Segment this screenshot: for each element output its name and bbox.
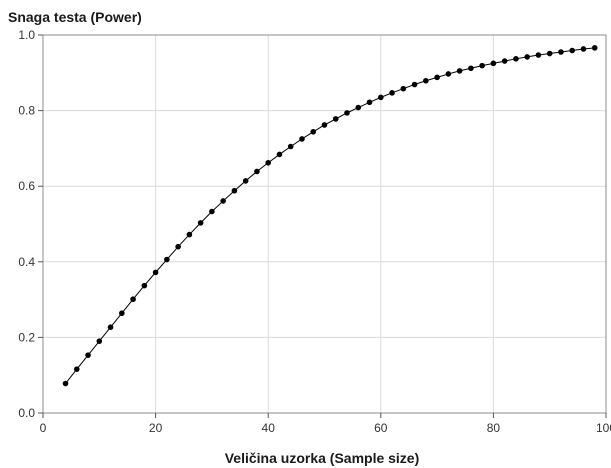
data-point [85, 352, 91, 358]
data-point [389, 90, 395, 96]
data-point [197, 220, 204, 226]
data-point [468, 65, 474, 72]
x-tick-label: 40 [262, 421, 276, 435]
data-point [580, 46, 587, 52]
data-point [423, 77, 429, 84]
data-point [490, 60, 497, 67]
data-point [141, 282, 148, 289]
data-point [254, 168, 260, 175]
data-point [130, 296, 136, 303]
data-point [569, 47, 576, 54]
y-tick-label: 0.2 [18, 330, 35, 344]
y-tick-label: 1.0 [18, 28, 35, 42]
data-point [411, 81, 418, 88]
plot-frame [42, 34, 607, 414]
x-tick-label: 80 [487, 421, 501, 435]
data-point [546, 50, 553, 57]
grid-lines [43, 35, 606, 413]
y-tick-label: 0.0 [18, 406, 35, 420]
data-point [434, 74, 440, 81]
data-point [287, 143, 294, 150]
series-power-curve [62, 45, 598, 387]
data-point [524, 54, 530, 60]
x-tick-label: 20 [149, 421, 163, 435]
data-point [535, 52, 542, 58]
data-point [400, 85, 407, 92]
data-point [456, 68, 463, 74]
data-point [164, 256, 170, 263]
data-point [321, 122, 328, 128]
data-point [501, 58, 508, 64]
y-tick-label: 0.4 [18, 255, 35, 269]
data-point [265, 159, 272, 166]
data-point [355, 104, 362, 111]
data-point [119, 310, 125, 317]
y-tick-label: 0.8 [18, 104, 35, 118]
data-point [558, 49, 564, 55]
data-point [209, 208, 215, 215]
y-axis-title: Snaga testa (Power) [8, 9, 142, 25]
data-point [220, 198, 226, 204]
y-tick-label: 0.6 [18, 179, 35, 193]
data-point [175, 243, 181, 250]
data-point [344, 110, 350, 116]
x-axis-title: Veličina uzorka (Sample size) [225, 450, 420, 466]
data-point [186, 231, 193, 238]
data-point [332, 116, 339, 122]
data-point [242, 178, 249, 184]
data-point [299, 136, 305, 142]
data-point [366, 99, 373, 106]
x-tick-label: 0 [40, 421, 47, 435]
data-point [152, 269, 159, 276]
data-point [445, 71, 452, 77]
x-tick-label: 60 [374, 421, 388, 435]
data-point [276, 151, 283, 158]
axes: 0 20 40 60 80 100 0.0 0.2 0.4 0.6 0.8 1.0 [18, 28, 611, 435]
data-point [310, 128, 317, 135]
data-point [479, 62, 485, 69]
data-point [231, 187, 238, 194]
data-point [513, 56, 519, 62]
data-point [107, 324, 114, 330]
data-point [378, 94, 384, 101]
data-point [73, 366, 80, 372]
data-point [62, 380, 69, 387]
power-curve-line [65, 47, 595, 384]
data-point [591, 45, 598, 51]
x-tick-label: 100 [596, 421, 611, 435]
data-point [96, 338, 103, 344]
